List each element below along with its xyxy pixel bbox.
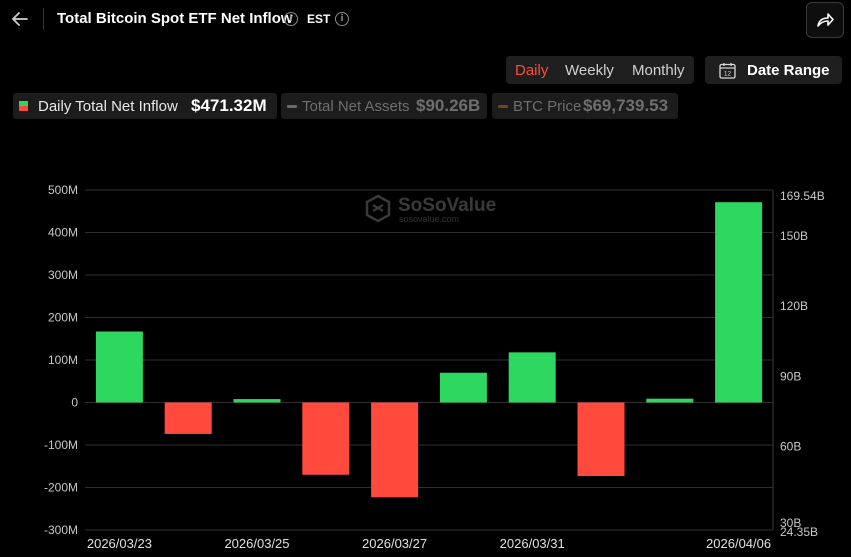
y-left-tick-label: 200M <box>48 311 78 325</box>
calendar-icon-text: 12 <box>724 71 732 78</box>
page-title: Total Bitcoin Spot ETF Net Inflow <box>57 10 293 27</box>
bar-2026/04/02[interactable] <box>646 398 694 403</box>
calendar-icon: 12 <box>719 63 736 79</box>
share-icon <box>817 13 834 27</box>
legend-label: Daily Total Net Inflow <box>38 98 178 115</box>
header-divider <box>43 8 44 30</box>
bar-2026/03/24[interactable] <box>164 402 212 434</box>
timezone-label: EST <box>307 12 331 26</box>
y-right-tick-label: 120B <box>780 299 808 313</box>
bar-2026/03/26[interactable] <box>302 402 350 475</box>
arrow-left-icon <box>12 12 28 26</box>
x-tick-label: 2026/03/23 <box>87 536 152 551</box>
period-toggle: Daily Weekly Monthly <box>506 56 694 84</box>
x-tick-label: 2026/04/06 <box>706 536 771 551</box>
y-left-tick-label: -100M <box>44 438 78 452</box>
x-tick-label: 2026/03/27 <box>362 536 427 551</box>
y-left-tick-label: -300M <box>44 523 78 537</box>
y-right-tick-label: 24.35B <box>780 525 818 539</box>
legend-swatch <box>287 105 297 108</box>
bar-2026/03/31[interactable] <box>508 352 556 403</box>
y-left-tick-label: -200M <box>44 481 78 495</box>
legend-btc-price[interactable]: BTC Price $69,739.53 <box>492 93 678 119</box>
timezone-info-icon[interactable]: i <box>335 12 349 26</box>
watermark: SoSoValue sosovalue.com <box>365 194 496 224</box>
legend-value: $69,739.53 <box>583 96 669 115</box>
legend-value: $471.32M <box>191 96 267 115</box>
y-right-tick-label: 150B <box>780 229 808 243</box>
bar-2026/03/27[interactable] <box>371 402 419 498</box>
y-right-tick-label: 169.54B <box>780 189 825 203</box>
legend-daily-net-inflow[interactable]: Daily Total Net Inflow $471.32M <box>13 93 277 119</box>
y-left-tick-label: 400M <box>48 226 78 240</box>
back-button[interactable] <box>8 6 34 32</box>
tab-daily[interactable]: Daily <box>515 62 549 79</box>
tab-weekly[interactable]: Weekly <box>565 62 614 79</box>
x-axis: 2026/03/23 2026/03/25 2026/03/27 2026/03/31… <box>87 536 771 551</box>
bars <box>95 202 763 498</box>
watermark-name: SoSoValue <box>398 195 496 216</box>
header-bar: Total Bitcoin Spot ETF Net Inflow i EST … <box>0 0 851 40</box>
y-left-tick-label: 500M <box>48 183 78 197</box>
bar-2026/03/25[interactable] <box>233 399 281 403</box>
y-axis-left: 500M 400M 300M 200M 100M 0 -100M -200M -300M <box>44 183 78 537</box>
tab-monthly[interactable]: Monthly <box>632 62 685 79</box>
sosovalue-logo-icon <box>365 194 391 223</box>
grid-lines <box>85 189 773 531</box>
legend-swatch <box>19 101 28 111</box>
legend-label: BTC Price <box>513 98 582 115</box>
share-button[interactable] <box>806 2 844 38</box>
x-tick-label: 2026/03/31 <box>500 536 565 551</box>
y-right-tick-label: 60B <box>780 440 801 454</box>
y-left-tick-label: 100M <box>48 353 78 367</box>
bar-2026/04/06[interactable] <box>715 202 763 403</box>
y-left-tick-label: 0 <box>71 396 78 410</box>
y-left-tick-label: 300M <box>48 268 78 282</box>
info-icon[interactable]: i <box>284 12 298 26</box>
date-range-label: Date Range <box>747 62 830 79</box>
legend-label: Total Net Assets <box>302 98 410 115</box>
legend-swatch <box>498 105 508 108</box>
bar-2026/03/30[interactable] <box>439 372 487 403</box>
bar-2026/04/01[interactable] <box>577 402 625 477</box>
y-right-tick-label: 30B <box>780 516 801 530</box>
legend-value: $90.26B <box>416 96 481 115</box>
legend-total-net-assets[interactable]: Total Net Assets $90.26B <box>281 93 487 119</box>
date-range-button[interactable]: 12 Date Range <box>705 56 842 84</box>
y-right-tick-label: 90B <box>780 369 801 383</box>
bar-2026/03/23[interactable] <box>95 331 143 403</box>
x-tick-label: 2026/03/25 <box>224 536 289 551</box>
watermark-url: sosovalue.com <box>399 214 459 224</box>
